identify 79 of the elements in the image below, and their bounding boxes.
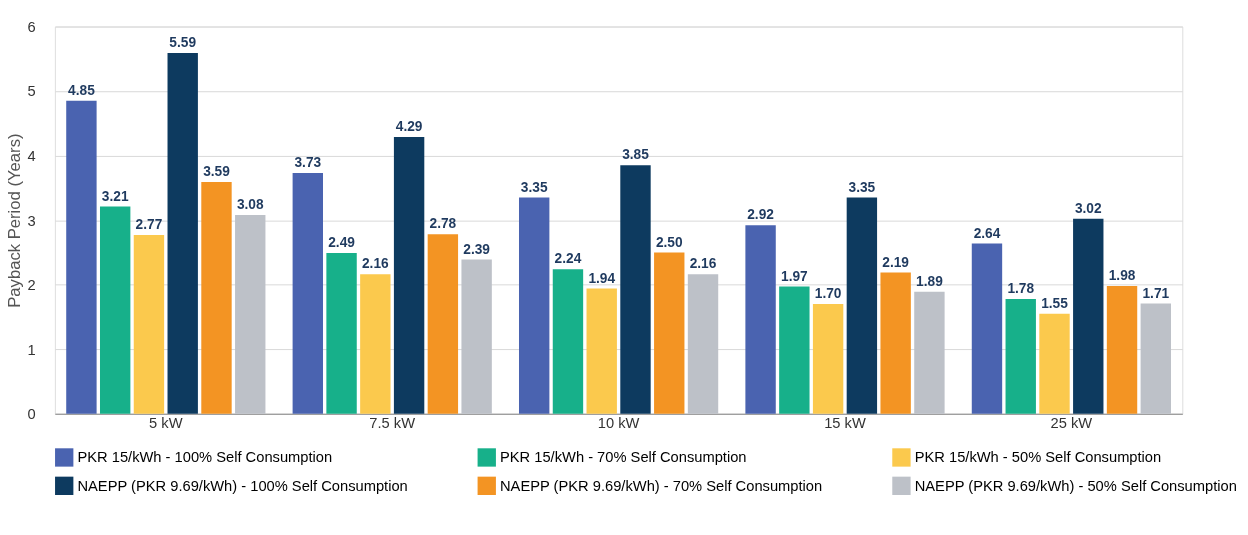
- data-label: 2.64: [973, 225, 1001, 241]
- data-label: 3.73: [294, 155, 322, 171]
- data-label: 3.02: [1074, 200, 1102, 216]
- bar: [461, 259, 492, 414]
- x-tick-label: 15 kW: [824, 414, 866, 431]
- x-tick-label: 5 kW: [149, 414, 183, 431]
- x-tick-label: 25 kW: [1050, 414, 1093, 431]
- data-label: 3.21: [101, 188, 129, 204]
- bar: [393, 136, 425, 414]
- y-tick-label: 6: [27, 18, 36, 35]
- y-tick-label: 5: [27, 83, 36, 100]
- data-label: 1.94: [588, 270, 616, 286]
- bar: [1140, 303, 1171, 414]
- data-label: 1.78: [1007, 281, 1035, 297]
- data-label: 3.35: [520, 179, 548, 195]
- x-tick-label: 7.5 kW: [369, 414, 416, 431]
- bar: [846, 197, 878, 414]
- bar: [99, 206, 131, 414]
- bar: [971, 243, 1003, 414]
- bar: [360, 274, 391, 414]
- bar: [519, 197, 550, 414]
- y-tick-label: 3: [27, 212, 36, 229]
- bar: [1073, 218, 1104, 414]
- data-label: 2.19: [882, 254, 910, 270]
- data-label: 1.89: [916, 273, 944, 289]
- bar: [201, 182, 232, 414]
- y-tick-label: 2: [27, 277, 36, 294]
- legend-label: NAEPP (PKR 9.69/kWh) - 70% Self Consumption: [499, 477, 823, 494]
- data-label: 1.98: [1108, 268, 1136, 284]
- legend-label: PKR 15/kWh - 100% Self Consumption: [77, 449, 333, 466]
- bar: [1039, 313, 1070, 414]
- data-label: 4.29: [395, 119, 423, 135]
- data-label: 1.70: [814, 286, 842, 302]
- bar: [292, 173, 323, 414]
- data-label: 1.55: [1041, 295, 1069, 311]
- data-label: 2.77: [135, 217, 163, 233]
- data-label: 3.85: [622, 147, 650, 163]
- bar: [914, 291, 945, 414]
- data-label: 3.59: [203, 164, 231, 180]
- data-label: 1.71: [1142, 285, 1170, 301]
- data-label: 2.92: [747, 207, 775, 223]
- data-label: 3.35: [848, 179, 876, 195]
- bar: [326, 253, 357, 414]
- data-label: 2.24: [554, 251, 582, 267]
- bar: [779, 286, 810, 414]
- bar: [427, 234, 459, 414]
- data-label: 1.97: [781, 268, 809, 284]
- legend-label: PKR 15/kWh - 70% Self Consumption: [499, 449, 747, 466]
- bar: [620, 165, 651, 414]
- bar: [654, 252, 685, 414]
- y-tick-label: 4: [27, 148, 36, 164]
- data-label: 2.16: [361, 256, 390, 272]
- data-label: 2.16: [689, 256, 717, 272]
- bar: [745, 225, 776, 414]
- y-axis-title: Payback Period (Years): [4, 133, 24, 308]
- bar: [1005, 298, 1036, 414]
- bar: [687, 274, 719, 414]
- bar: [812, 304, 844, 414]
- y-tick-label: 0: [27, 406, 36, 423]
- data-label: 2.49: [328, 235, 356, 251]
- legend-label: NAEPP (PKR 9.69/kWh) - 50% Self Consumption: [914, 477, 1237, 494]
- legend-label: NAEPP (PKR 9.69/kWh) - 100% Self Consumption: [77, 477, 408, 494]
- bar: [1106, 285, 1138, 414]
- data-label: 3.08: [236, 197, 264, 213]
- bar: [133, 234, 165, 414]
- bar: [235, 214, 266, 414]
- legend-label: PKR 15/kWh - 50% Self Consumption: [914, 449, 1162, 466]
- x-tick-label: 10 kW: [597, 414, 640, 431]
- bar: [167, 52, 198, 414]
- bar: [586, 288, 617, 414]
- data-label: 2.50: [655, 234, 683, 250]
- bar: [66, 100, 97, 414]
- y-tick-label: 1: [27, 341, 36, 358]
- data-label: 5.59: [169, 35, 197, 51]
- data-label: 2.78: [429, 216, 457, 232]
- data-label: 4.85: [68, 82, 96, 98]
- bar: [552, 269, 584, 414]
- data-label: 2.39: [463, 241, 491, 257]
- bar: [880, 272, 911, 414]
